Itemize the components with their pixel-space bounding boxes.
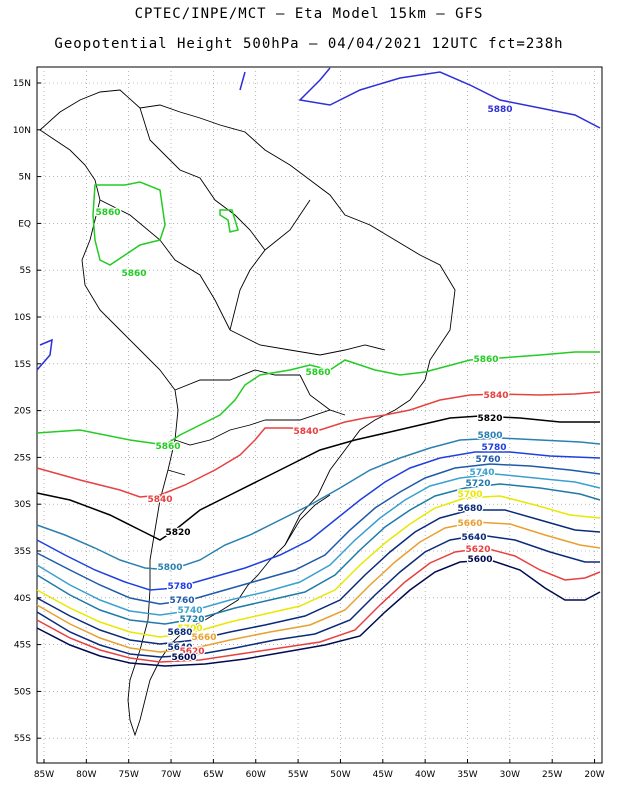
- contour-label-5660: 5660: [191, 633, 216, 643]
- contour-line-5640: [36, 534, 600, 658]
- contour-line-5800: [36, 437, 601, 571]
- lat-tick-label: 15S: [14, 360, 31, 370]
- lat-tick-label: 55S: [14, 734, 31, 744]
- contour-label-5700: 5700: [177, 624, 202, 634]
- lat-tick-label: 50S: [14, 687, 31, 697]
- contour-label-5860: 5860: [121, 269, 146, 279]
- contour-label-5740: 5740: [177, 606, 202, 616]
- lat-tick-label: 10S: [14, 313, 31, 323]
- map-title-line2: Geopotential Height 500hPa – 04/04/2021 …: [54, 36, 564, 52]
- lon-tick-label: 75W: [119, 770, 139, 780]
- contour-label-5620: 5620: [465, 545, 490, 555]
- contour-label-5640: 5640: [167, 643, 192, 653]
- contour-label-5640: 5640: [461, 533, 486, 543]
- lon-tick-label: 45W: [373, 770, 393, 780]
- contour-label-5860: 5860: [95, 208, 120, 218]
- contour-label-5820: 5820: [165, 528, 190, 538]
- lat-tick-label: 45S: [14, 641, 31, 651]
- lon-tick-label: 85W: [34, 770, 54, 780]
- contour-line-5620: [36, 547, 601, 663]
- contour-lines: [36, 67, 601, 667]
- contour-label-5660: 5660: [457, 519, 482, 529]
- lat-tick-label: 15N: [13, 79, 31, 89]
- lon-tick-label: 55W: [288, 770, 308, 780]
- contour-label-5780: 5780: [167, 582, 192, 592]
- map-title-line1: CPTEC/INPE/MCT – Eta Model 15km – GFS: [134, 6, 484, 22]
- contour-label-5800: 5800: [157, 563, 182, 573]
- contour-label-5740: 5740: [469, 468, 494, 478]
- contour-label-5860: 5860: [155, 442, 180, 452]
- contour-label-5600: 5600: [467, 555, 492, 565]
- lon-tick-label: 35W: [457, 770, 477, 780]
- contour-line-5720: [36, 483, 601, 625]
- lat-tick-label: 30S: [14, 500, 31, 510]
- plot-frame: [36, 66, 603, 764]
- contour-label-5860: 5860: [473, 355, 498, 365]
- lat-tick-label: 35S: [14, 547, 31, 557]
- lat-tick-label: 5S: [20, 266, 32, 276]
- contour-line-5860: [36, 181, 600, 446]
- contour-line-5840: [36, 391, 601, 498]
- contour-line-5820: [36, 415, 600, 541]
- contour-line-5700: [36, 495, 601, 638]
- lon-tick-label: 50W: [330, 770, 350, 780]
- lat-tick-label: 10N: [13, 126, 31, 136]
- lat-tick-label: EQ: [18, 219, 31, 229]
- lon-tick-label: 60W: [246, 770, 266, 780]
- contour-line-5880: [36, 67, 601, 371]
- lon-tick-label: 30W: [500, 770, 520, 780]
- longitude-axis: 85W 80W 75W 70W 65W 60W 55W 50W 45W 40W 35W 30W 25W 2…: [34, 759, 605, 780]
- contour-label-5860: 5860: [305, 368, 330, 378]
- lon-tick-label: 20W: [584, 770, 604, 780]
- contour-label-5840: 5840: [147, 495, 172, 505]
- contour-line-5600: [36, 559, 601, 667]
- graticule: [37, 67, 602, 763]
- contour-line-5740: [36, 473, 601, 616]
- contour-label-5680: 5680: [457, 504, 482, 514]
- contour-label-5840: 5840: [293, 427, 318, 437]
- contour-label-5760: 5760: [169, 596, 194, 606]
- lat-tick-label: 5N: [19, 173, 31, 183]
- contour-label-5720: 5720: [179, 615, 204, 625]
- contour-label-5880: 5880: [487, 105, 512, 115]
- latitude-axis: 15N 10N 5N EQ 5S 10S 15S 20S 25S 30S 35S 40S 45S 50S 5…: [13, 79, 41, 744]
- contour-label-5780: 5780: [481, 443, 506, 453]
- contour-labels: 5880 5860 5860 5860 5860 5860 5840 5840 5840 5820…: [94, 104, 514, 665]
- contour-label-5820: 5820: [477, 414, 502, 424]
- contour-label-5600: 5600: [171, 653, 196, 663]
- contour-label-5700: 5700: [457, 490, 482, 500]
- lon-tick-label: 65W: [203, 770, 223, 780]
- lon-tick-label: 25W: [542, 770, 562, 780]
- contour-label-5760: 5760: [475, 455, 500, 465]
- lat-tick-label: 20S: [14, 407, 31, 417]
- contour-line-5760: [36, 463, 601, 605]
- lat-tick-label: 25S: [14, 453, 31, 463]
- lon-tick-label: 80W: [76, 770, 96, 780]
- contour-label-5720: 5720: [465, 479, 490, 489]
- lon-tick-label: 40W: [415, 770, 435, 780]
- contour-label-5840: 5840: [483, 391, 508, 401]
- lat-tick-label: 40S: [14, 594, 31, 604]
- contour-line-5780: [36, 451, 601, 591]
- contour-label-5620: 5620: [179, 647, 204, 657]
- contour-label-5680: 5680: [167, 628, 192, 638]
- coastlines: [39, 89, 456, 737]
- lon-tick-label: 70W: [161, 770, 181, 780]
- contour-line-5660: [36, 521, 601, 653]
- contour-label-5800: 5800: [477, 431, 502, 441]
- contour-line-5680: [36, 509, 601, 645]
